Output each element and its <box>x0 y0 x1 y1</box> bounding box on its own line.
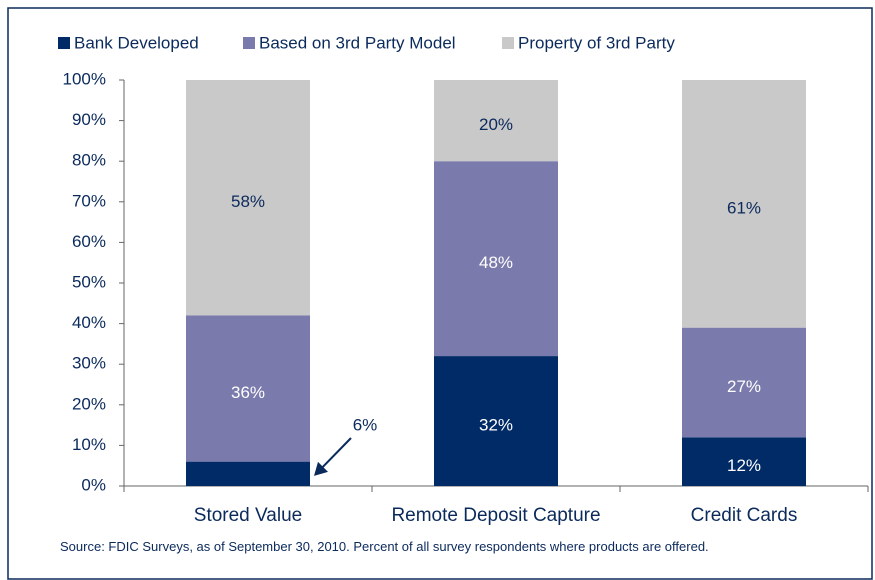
y-tick-label: 40% <box>72 313 106 332</box>
y-tick-label: 70% <box>72 191 106 210</box>
y-tick-label: 60% <box>72 232 106 251</box>
y-tick-label: 10% <box>72 435 106 454</box>
bar-segment <box>186 461 310 486</box>
y-tick-label: 20% <box>72 394 106 413</box>
value-label: 36% <box>231 383 265 402</box>
x-tick-label: Credit Cards <box>691 505 798 526</box>
bar-segment <box>186 80 310 316</box>
bar-segment <box>434 356 558 486</box>
value-label: 20% <box>479 115 513 134</box>
bar-segment <box>434 161 558 357</box>
y-tick-label: 90% <box>72 110 106 129</box>
legend: Bank Developed Based on 3rd Party Model Pr… <box>58 33 675 52</box>
value-label: 32% <box>479 416 513 435</box>
callout-arrow <box>319 437 352 471</box>
y-tick-label: 80% <box>72 151 106 170</box>
source-note: Source: FDIC Surveys, as of September 30… <box>60 539 709 554</box>
value-label: 12% <box>727 456 761 475</box>
y-tick-label: 50% <box>72 272 106 291</box>
x-tick-label: Stored Value <box>194 505 302 526</box>
bar-segment <box>682 327 806 438</box>
value-label: 61% <box>727 198 761 217</box>
bar-segment <box>434 80 558 162</box>
y-tick-label: 100% <box>63 69 106 88</box>
bar-segment <box>186 315 310 462</box>
legend-swatch <box>58 37 70 49</box>
frame <box>7 7 873 580</box>
legend-swatch <box>502 37 514 49</box>
legend-label: Bank Developed <box>74 33 199 52</box>
legend-label: Based on 3rd Party Model <box>259 33 456 52</box>
value-label: 58% <box>231 192 265 211</box>
legend-swatch <box>243 37 255 49</box>
value-label: 48% <box>479 253 513 272</box>
bar-segment <box>682 437 806 486</box>
legend-label: Property of 3rd Party <box>518 33 675 52</box>
bar-segment <box>682 80 806 328</box>
x-tick-label: Remote Deposit Capture <box>391 505 600 526</box>
y-tick-label: 30% <box>72 354 106 373</box>
y-tick-label: 0% <box>81 475 106 494</box>
callout-arrowhead <box>314 461 328 476</box>
value-label: 6% <box>353 415 378 434</box>
value-label: 27% <box>727 377 761 396</box>
